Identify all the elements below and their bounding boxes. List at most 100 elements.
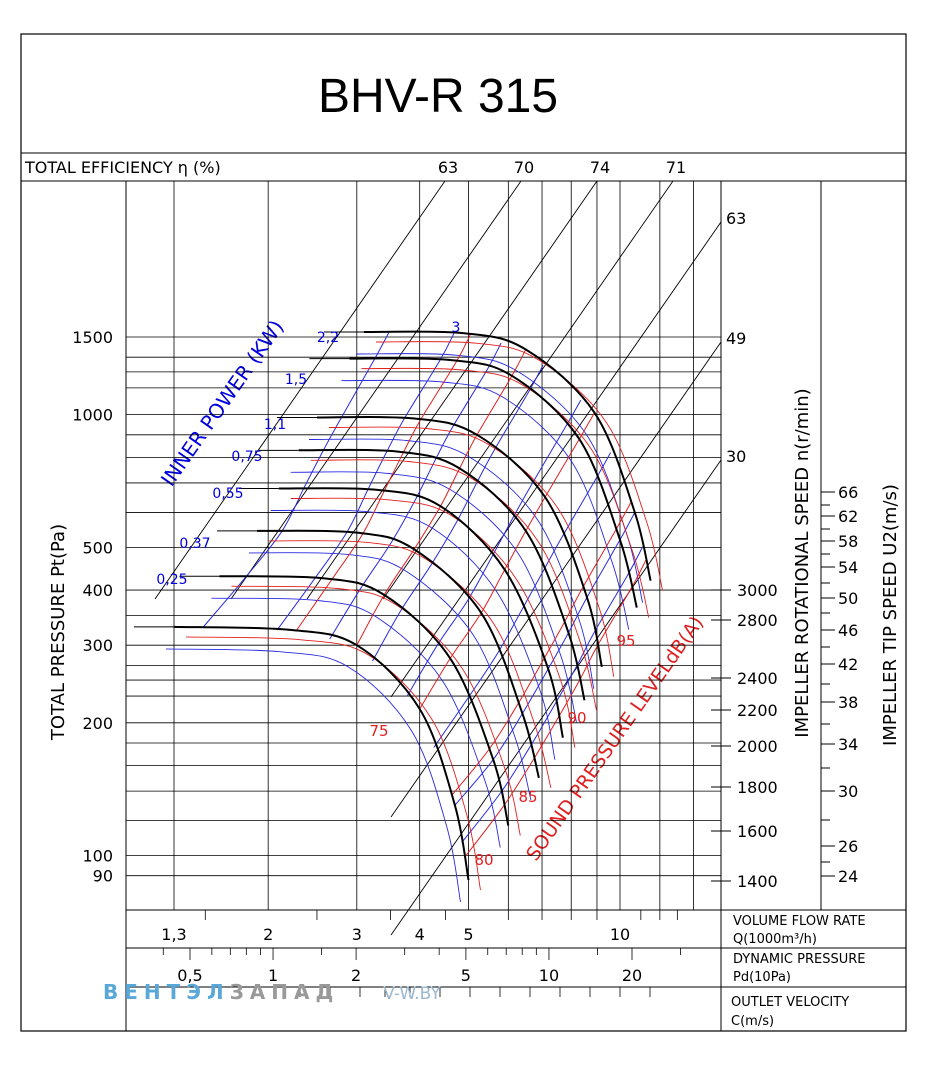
power-iso-line: [454, 512, 636, 806]
tip-speed-tick-label: 50: [838, 589, 858, 608]
tip-speed-tick-label: 24: [838, 867, 858, 886]
power-iso-line: [372, 365, 544, 662]
sound-iso-line: [451, 502, 632, 797]
flow-tick-label: 5: [463, 925, 473, 944]
efficiency-value: 63: [438, 158, 458, 177]
speed-tick-label: 1600: [737, 822, 778, 841]
efficiency-value: 74: [590, 158, 610, 177]
inner-power-value: 0,75: [231, 449, 262, 465]
inner-power-value: 0,37: [179, 536, 210, 552]
inner-power-value: 0,25: [156, 572, 187, 588]
sound-contour: [231, 585, 521, 836]
dynamic-pressure-tick-label: 20: [622, 966, 642, 985]
sound-contour: [361, 367, 650, 618]
power-contour: [308, 438, 595, 689]
pressure-tick-label: 300: [82, 636, 113, 655]
speed-tick-label: 2200: [737, 701, 778, 720]
inner-power-value: 1,1: [264, 417, 286, 433]
power-contour: [211, 597, 501, 848]
flow-tick-label: 10: [610, 925, 630, 944]
y-axis-title: TOTAL PRESSURE Pt(Pa): [48, 524, 69, 741]
fan-curve-2200: [298, 448, 586, 701]
tip-speed-tick-label: 26: [838, 837, 858, 856]
chart-frame: [20, 33, 907, 1032]
power-contour: [248, 552, 532, 801]
fan-curve-2800: [349, 357, 638, 608]
dynamic-pressure-tick-label: 1: [268, 966, 278, 985]
power-contour: [341, 379, 630, 630]
speed-tick-label: 3000: [737, 581, 778, 600]
efficiency-value: 49: [726, 329, 746, 348]
efficiency-line: [382, 180, 674, 600]
speed-tick-label: 2000: [737, 737, 778, 756]
pressure-tick-label: 200: [82, 714, 113, 733]
watermark: ВЕНТЭЛЗАПАД V-W.BY: [103, 980, 441, 1004]
chart-title: BHV-R 315: [318, 70, 558, 123]
pressure-tick-label: 400: [82, 581, 113, 600]
power-iso-line: [277, 332, 455, 630]
speed-tick-label: 1800: [737, 778, 778, 797]
pressure-tick-label: 1500: [72, 328, 113, 347]
flow-rate-unit: Q(1000m³/h): [733, 932, 817, 947]
tip-speed-tick-label: 38: [838, 693, 858, 712]
inner-power-value: 2,2: [317, 330, 339, 346]
sound-iso-line: [295, 334, 471, 632]
tip-speed-axis-title: IMPELLER TIP SPEED U2(m/s): [880, 484, 901, 746]
efficiency-value: 63: [726, 209, 746, 228]
sound-pressure-value: 90: [567, 709, 586, 727]
tip-speed-tick-label: 66: [838, 483, 858, 502]
speed-tick-label: 1400: [737, 872, 778, 891]
tip-speed-tick-label: 58: [838, 532, 858, 551]
efficiency-value: 71: [666, 158, 686, 177]
pressure-tick-label: 100: [82, 847, 113, 866]
speed-tick-label: 2400: [737, 669, 778, 688]
fan-curve-1400: [173, 625, 470, 881]
flow-tick-label: 1,3: [161, 925, 186, 944]
pressure-tick-label: 1000: [72, 406, 113, 425]
sound-contour: [328, 426, 615, 677]
efficiency-label: TOTAL EFFICIENCY η (%): [24, 158, 221, 177]
tip-speed-tick-label: 54: [838, 558, 858, 577]
efficiency-line: [306, 180, 598, 600]
efficiency-line: [390, 341, 722, 818]
sound-iso-line: [419, 412, 595, 710]
sound-contour: [310, 459, 597, 711]
tip-speed-tick-label: 30: [838, 782, 858, 801]
fan-curve-1600: [219, 575, 510, 826]
inner-power-value: 0,55: [212, 486, 243, 502]
pressure-tick-label: 500: [82, 538, 113, 557]
efficiency-line: [154, 180, 446, 600]
power-iso-line: [329, 342, 502, 640]
flow-rate-name: VOLUME FLOW RATE: [733, 914, 866, 929]
efficiency-line: [390, 221, 722, 698]
efficiency-value: 70: [514, 158, 534, 177]
inner-power-value: 1,5: [285, 372, 307, 388]
dynamic-pressure-tick-label: 2: [351, 966, 361, 985]
dynamic-pressure-tick-label: 5: [461, 966, 471, 985]
tip-speed-tick-label: 42: [838, 655, 858, 674]
power-contour: [165, 648, 461, 903]
speed-tick-label: 2800: [737, 611, 778, 630]
sound-contour: [290, 497, 576, 748]
sound-pressure-value: 95: [616, 632, 635, 650]
outlet-velocity-name: OUTLET VELOCITY: [731, 995, 849, 1010]
power-contour: [270, 509, 556, 760]
inner-power-label: INNER POWER (KW): [156, 315, 289, 490]
fan-curve-3000: [363, 330, 652, 581]
tip-speed-tick-label: 62: [838, 507, 858, 526]
fan-curve-1800: [256, 529, 540, 779]
sound-pressure-value: 80: [474, 851, 493, 869]
flow-tick-label: 2: [263, 925, 273, 944]
sound-contour: [268, 540, 552, 789]
dynamic-pressure-name: DYNAMIC PRESSURE: [733, 952, 865, 967]
flow-tick-label: 3: [352, 925, 362, 944]
sound-pressure-value: 85: [518, 788, 537, 806]
power-iso-line: [433, 452, 612, 748]
efficiency-value: 30: [726, 447, 746, 466]
power-contour: [290, 471, 577, 723]
dynamic-pressure-tick-label: 0,5: [177, 966, 202, 985]
fan-curve-2400: [316, 415, 603, 668]
sound-iso-line: [356, 349, 527, 646]
outlet-velocity-unit: C(m/s): [731, 1014, 774, 1029]
